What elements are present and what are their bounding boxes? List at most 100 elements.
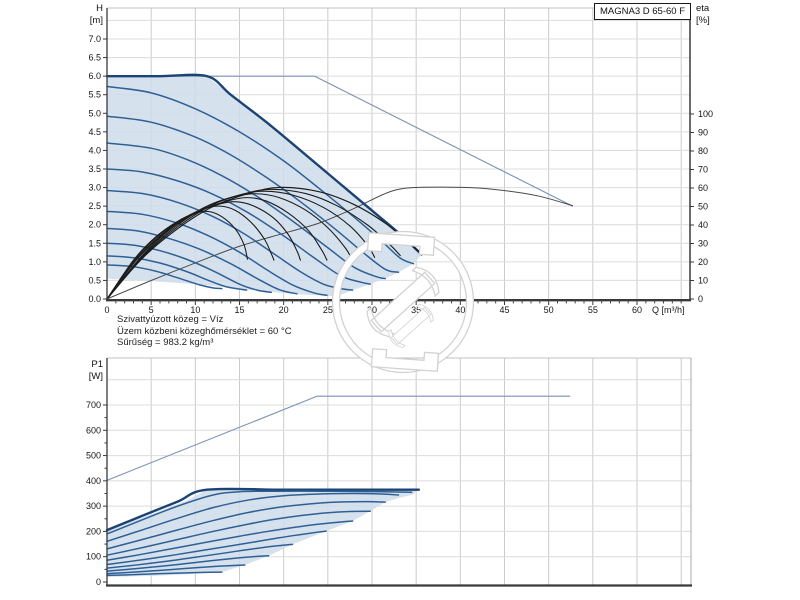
q-tick-label: 10 [190, 305, 200, 315]
speed-curve-10 [106, 255, 248, 291]
power-curve-7 [106, 530, 327, 566]
power-axis-unit: [W] [88, 371, 103, 382]
efficiency-curve-1 [106, 186, 422, 300]
q-tick-label: 50 [544, 305, 554, 315]
h-tick-label: 5.5 [88, 90, 101, 100]
efficiency-curve-5 [106, 197, 328, 300]
h-tick-label: 4.0 [88, 145, 101, 155]
efficiency-axis-name: eta [696, 3, 710, 14]
pump-model-title: MAGNA3 D 65-60 F [594, 3, 691, 20]
speed-curve-2 [106, 85, 415, 265]
p-tick-label: 700 [86, 400, 101, 410]
q-tick-label: 5 [149, 305, 154, 315]
h-tick-label: 1.0 [88, 257, 101, 267]
q-tick-label: 25 [323, 305, 333, 315]
efficiency-axis-unit: [%] [696, 15, 710, 26]
eta-tick-label: 0 [698, 294, 703, 304]
power-curve-5 [106, 510, 371, 556]
power-curve-4 [106, 500, 386, 550]
eta-tick-label: 70 [698, 165, 708, 175]
head-axis-unit: [m] [89, 15, 103, 26]
h-tick-label: 2.0 [88, 220, 101, 230]
h-tick-label: 3.5 [88, 164, 101, 174]
p-tick-label: 400 [86, 476, 101, 486]
efficiency-axis-label: eta [%] [696, 3, 736, 27]
h-tick-label: 5.0 [88, 108, 101, 118]
efficiency-curve-2 [106, 188, 401, 300]
power-curve-11 [106, 571, 223, 577]
p-tick-label: 100 [86, 552, 101, 562]
power-curve-6 [106, 520, 354, 561]
logo-beam-icon [366, 266, 440, 338]
q-tick-label: 35 [411, 305, 421, 315]
q-tick-label: 45 [499, 305, 509, 315]
speed-curve-9 [106, 242, 273, 294]
speed-curve-4 [106, 142, 386, 280]
power-axis-label: P1 [W] [63, 359, 103, 383]
note-medium-temperature: Üzem közbeni közeghőmérséklet = 60 °C [117, 325, 292, 337]
max-speed-power-envelope [105, 487, 421, 532]
h-tick-label: 1.5 [88, 238, 101, 248]
speed-curve-7 [106, 210, 328, 297]
efficiency-curve-3 [106, 190, 376, 300]
axes: 0 5 10 15 20 25 30 35 40 45 50 55 60 Q [m³/h] 0.0 0.5 1.… [86, 7, 713, 587]
p-tick-label: 300 [86, 501, 101, 511]
h-tick-label: 0.5 [88, 275, 101, 285]
eta-tick-label: 30 [698, 239, 708, 249]
power-chart [105, 395, 571, 577]
max-speed-envelope [105, 73, 423, 256]
power-curve-3 [106, 492, 400, 543]
power-curve-10 [106, 564, 246, 575]
logo-small-beam-icon [388, 304, 434, 348]
h-tick-label: 0.0 [88, 294, 101, 304]
p-tick-label: 0 [96, 577, 101, 587]
eta-tick-label: 10 [698, 276, 708, 286]
operating-conditions-notes: Szivattyúzott közeg = Víz Üzem közbeni k… [117, 314, 292, 349]
head-axis-label: H [m] [63, 3, 103, 27]
h-tick-label: 7.0 [88, 34, 101, 44]
parallel-power-curve [106, 395, 571, 481]
note-pumped-medium: Szivattyúzott közeg = Víz [117, 314, 224, 325]
speed-curve-6 [106, 189, 354, 291]
qh-chart [105, 73, 574, 300]
p-tick-label: 500 [86, 451, 101, 461]
q-tick-label: 60 [632, 305, 642, 315]
eta-tick-label: 100 [698, 109, 713, 119]
q-tick-label: 40 [455, 305, 465, 315]
head-axis-name: H [96, 3, 103, 14]
q-tick-label: 0 [104, 305, 109, 315]
q-axis-unit: Q [m³/h] [652, 305, 685, 315]
power-axis-name: P1 [91, 359, 103, 370]
h-tick-label: 4.5 [88, 127, 101, 137]
efficiency-curve-7 [106, 205, 275, 300]
logo-top-bracket-icon [366, 232, 436, 256]
power-curve-8 [106, 543, 294, 569]
operating-area-fill [107, 76, 422, 297]
q-tick-label: 30 [367, 305, 377, 315]
eta-tick-label: 90 [698, 128, 708, 138]
power-curve-9 [106, 554, 270, 572]
q-tick-label: 15 [234, 305, 244, 315]
speed-curve-5 [106, 168, 371, 285]
note-density: Sűrűség = 983.2 kg/m³ [117, 337, 214, 349]
p-tick-label: 600 [86, 425, 101, 435]
speed-curve-8 [106, 227, 298, 295]
eta-tick-label: 50 [698, 202, 708, 212]
p-tick-label: 200 [86, 526, 101, 536]
eta-tick-label: 20 [698, 257, 708, 267]
power-curve-2 [106, 490, 413, 535]
eta-tick-label: 60 [698, 183, 708, 193]
watermark-logo [331, 230, 475, 374]
h-tick-label: 3.0 [88, 183, 101, 193]
q-tick-label: 20 [279, 305, 289, 315]
eta-tick-label: 40 [698, 220, 708, 230]
h-tick-label: 2.5 [88, 201, 101, 211]
parallel-efficiency-curve [106, 186, 574, 300]
eta-tick-label: 80 [698, 146, 708, 156]
efficiency-curve-8 [106, 210, 248, 300]
q-tick-label: 55 [588, 305, 598, 315]
efficiency-curve-4 [106, 193, 353, 300]
efficiency-curve-6 [106, 201, 301, 300]
